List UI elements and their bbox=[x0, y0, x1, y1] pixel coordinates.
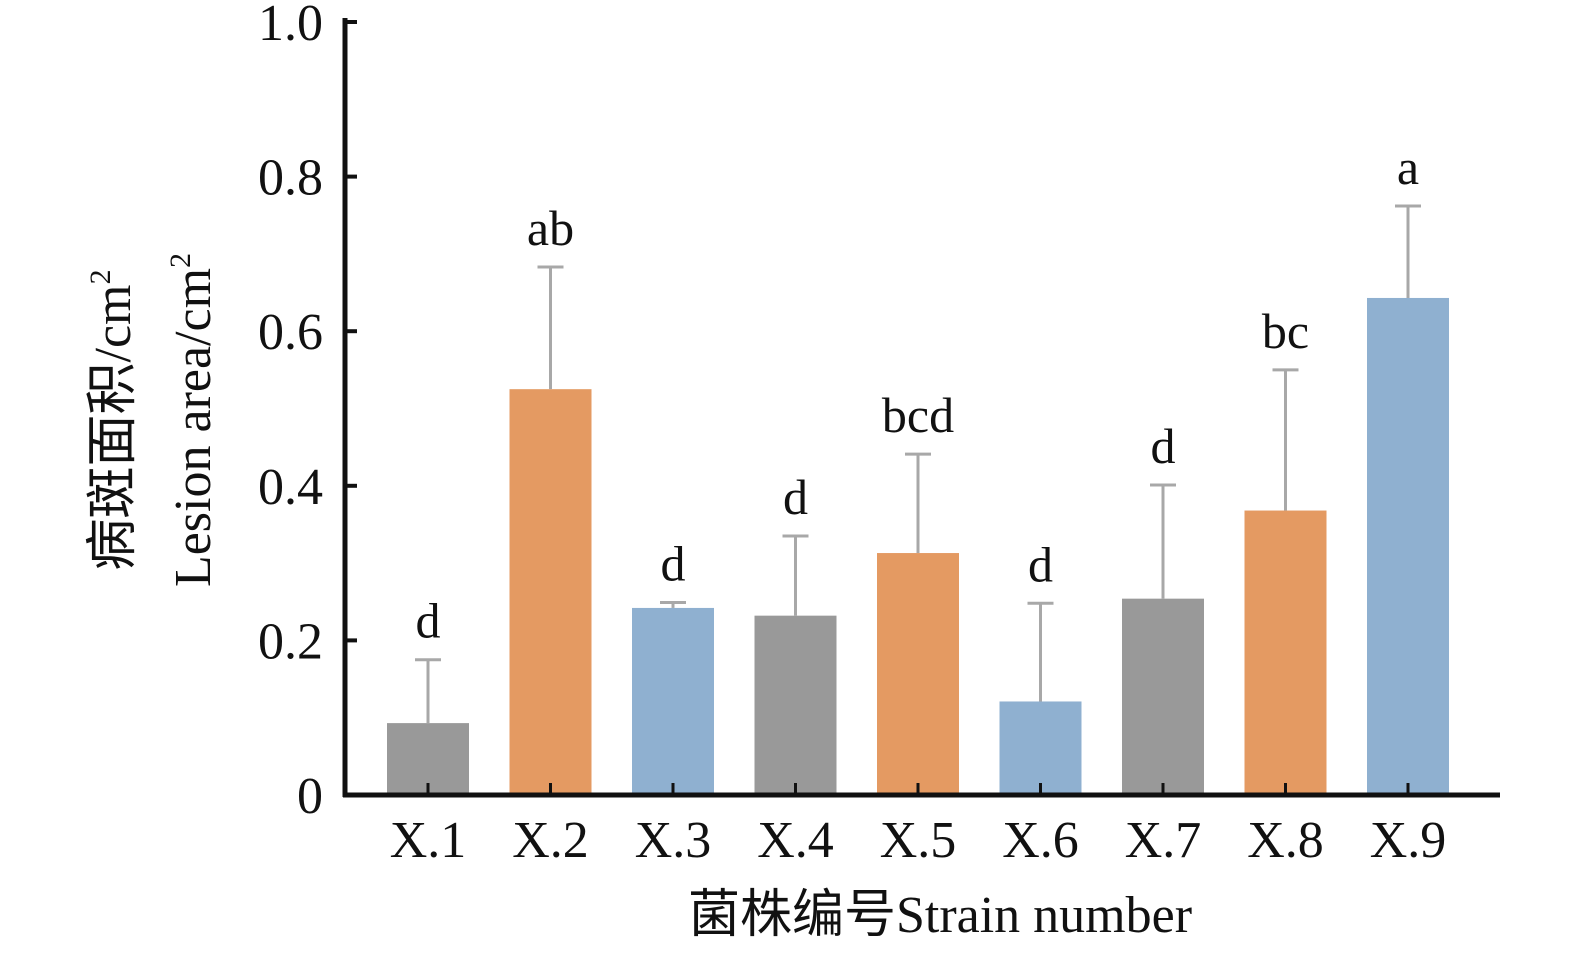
y-tick-label: 0.2 bbox=[258, 613, 323, 670]
error-bars-layer bbox=[415, 204, 1421, 724]
significance-letter: bcd bbox=[882, 387, 954, 443]
x-tick-label: X.3 bbox=[635, 812, 712, 869]
y-tick-label: 0.8 bbox=[258, 150, 323, 207]
y-axis-title-en: Lesion area/cm2 bbox=[164, 253, 222, 587]
y-tick-label: 0.6 bbox=[258, 304, 323, 361]
bar-X.5 bbox=[877, 553, 959, 795]
y-axis-title-en-group: Lesion area/cm2 bbox=[164, 253, 222, 587]
x-tick-label: X.5 bbox=[880, 812, 957, 869]
y-tick-label: 0 bbox=[297, 768, 323, 825]
significance-letter: d bbox=[1151, 418, 1176, 474]
bar-X.2 bbox=[509, 389, 592, 795]
x-tick-label: X.2 bbox=[512, 812, 589, 869]
significance-letter: bc bbox=[1262, 303, 1309, 359]
significance-letter: d bbox=[783, 469, 808, 525]
significance-letter: a bbox=[1397, 139, 1419, 195]
bar-X.3 bbox=[632, 607, 714, 795]
bar-X.4 bbox=[754, 615, 837, 795]
x-tick-label: X.8 bbox=[1247, 812, 1324, 869]
significance-letter: d bbox=[416, 593, 441, 649]
significance-letter: d bbox=[1028, 536, 1053, 592]
y-ticks-layer: 0 0.2 0.4 0.6 0.8 1.0 bbox=[258, 0, 357, 825]
x-tick-label: X.4 bbox=[757, 812, 834, 869]
x-axis-title: 菌株编号Strain number bbox=[688, 887, 1192, 944]
axes-layer bbox=[342, 18, 1500, 798]
bars-layer bbox=[387, 297, 1449, 795]
x-category-labels-layer: X.1 X.2 X.3 X.4 X.5 X.6 X.7 X.8 X.9 bbox=[390, 812, 1447, 869]
bar-X.7 bbox=[1122, 598, 1204, 795]
bar-X.6 bbox=[999, 701, 1082, 795]
significance-letters-layer: d ab d d bcd d d bc a bbox=[416, 139, 1420, 649]
significance-letter: d bbox=[661, 536, 686, 592]
significance-letter: ab bbox=[527, 200, 574, 256]
y-axis-title-cn: 病斑面积/cm2 bbox=[84, 270, 142, 571]
y-tick-label: 0.4 bbox=[258, 459, 323, 516]
x-tick-label: X.9 bbox=[1370, 812, 1447, 869]
x-tick-label: X.1 bbox=[390, 812, 467, 869]
y-axis-title-cn-group: 病斑面积/cm2 bbox=[84, 270, 142, 571]
bar-X.8 bbox=[1244, 510, 1327, 795]
y-tick-label: 1.0 bbox=[258, 0, 323, 52]
bar-X.9 bbox=[1367, 297, 1449, 795]
x-tick-label: X.7 bbox=[1125, 812, 1202, 869]
x-tick-label: X.6 bbox=[1002, 812, 1079, 869]
